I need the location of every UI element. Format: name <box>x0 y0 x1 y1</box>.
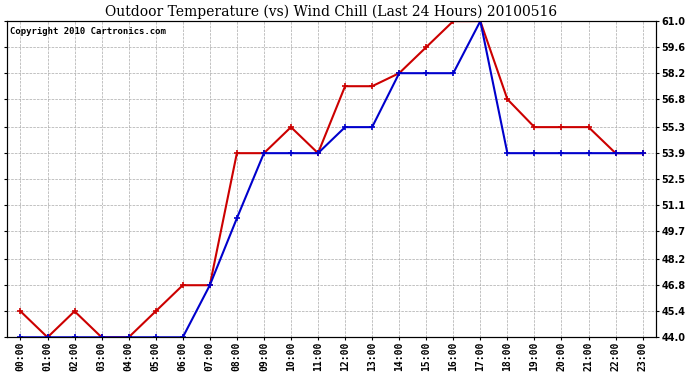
Text: Copyright 2010 Cartronics.com: Copyright 2010 Cartronics.com <box>10 27 166 36</box>
Title: Outdoor Temperature (vs) Wind Chill (Last 24 Hours) 20100516: Outdoor Temperature (vs) Wind Chill (Las… <box>106 4 558 18</box>
